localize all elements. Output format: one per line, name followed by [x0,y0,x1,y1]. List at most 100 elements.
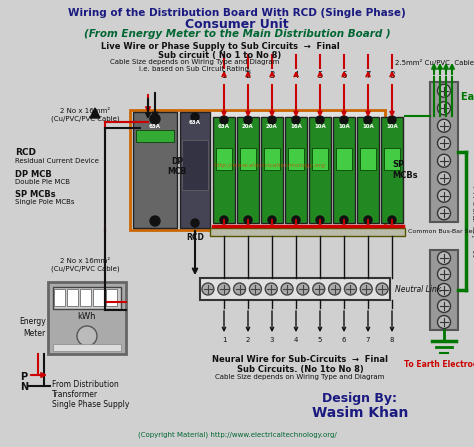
Bar [53,344,121,351]
Bar [312,148,328,170]
Text: 6: 6 [341,71,346,80]
Text: 4: 4 [294,337,298,343]
Bar [213,117,235,223]
Bar [133,112,177,228]
Text: Transformer: Transformer [52,390,98,399]
Text: RCD: RCD [15,148,36,157]
Text: Consumer Unit: Consumer Unit [185,18,289,31]
Circle shape [220,216,228,224]
Text: 2: 2 [246,337,250,343]
Circle shape [340,116,348,124]
Text: Design By:: Design By: [322,392,398,405]
Bar [261,117,283,223]
Circle shape [249,283,262,295]
Text: 63A: 63A [189,120,201,125]
Circle shape [438,267,450,281]
Bar [430,250,458,330]
Circle shape [360,283,372,295]
Bar [360,148,376,170]
Circle shape [438,102,450,115]
Circle shape [77,326,97,346]
Circle shape [202,283,214,295]
Text: DP MCB: DP MCB [15,170,52,179]
Text: Wasim Khan: Wasim Khan [312,406,408,420]
Text: To Earth Electrode: To Earth Electrode [404,360,474,369]
Text: P: P [20,372,27,382]
Text: (From Energy Meter to the Main Distribution Board ): (From Energy Meter to the Main Distribut… [84,29,390,39]
Text: 16A: 16A [290,125,302,130]
Polygon shape [90,108,100,118]
Circle shape [438,172,450,185]
Circle shape [438,137,450,150]
Bar [309,117,331,223]
Circle shape [316,216,324,224]
Text: SP
MCBs: SP MCBs [392,160,418,180]
Text: 7: 7 [365,71,371,80]
Bar [106,289,117,306]
Circle shape [438,316,450,329]
Text: 6: 6 [342,337,346,343]
Bar [130,110,385,230]
Text: SP MCBs: SP MCBs [15,190,55,199]
Text: 7: 7 [366,337,370,343]
Bar [333,117,355,223]
Circle shape [328,283,341,295]
Text: 20A: 20A [242,125,254,130]
Text: Energy: Energy [19,317,46,326]
Circle shape [268,216,276,224]
Text: Double Ple MCB: Double Ple MCB [15,179,70,185]
Circle shape [150,114,160,124]
Text: Cable Size depends on Wiring Type and Diagram: Cable Size depends on Wiring Type and Di… [215,374,385,380]
Text: 10A: 10A [362,125,374,130]
Circle shape [438,207,450,220]
Bar [381,117,403,223]
Bar [136,130,174,142]
Bar [336,148,352,170]
Text: From Distribution: From Distribution [52,380,119,389]
Text: Sub circuit ( No 1 to No 8): Sub circuit ( No 1 to No 8) [158,51,282,60]
Bar [200,278,390,300]
Circle shape [364,216,372,224]
Bar [237,117,259,223]
Circle shape [376,283,388,295]
Bar [285,117,307,223]
Circle shape [265,283,277,295]
Circle shape [244,216,252,224]
Text: Live Wire or Phase Supply to Sub Circuits  →  Final: Live Wire or Phase Supply to Sub Circuit… [100,42,339,51]
Text: Sub Circuits. (No 1to No 8): Sub Circuits. (No 1to No 8) [237,365,364,374]
Circle shape [316,116,324,124]
Circle shape [438,189,450,202]
Circle shape [345,283,356,295]
Text: Meter: Meter [24,329,46,338]
Text: 2: 2 [246,71,251,80]
Bar [67,289,78,306]
Text: 10A: 10A [338,125,350,130]
Text: Wiring of the Distribution Board With RCD (Single Phase): Wiring of the Distribution Board With RC… [68,8,406,18]
Text: i.e. based on Sub Circuit Rating.: i.e. based on Sub Circuit Rating. [139,66,251,72]
Text: Single Pole MCBs: Single Pole MCBs [15,199,74,205]
Circle shape [234,283,246,295]
Text: (Cu/PVC/PVC Cable): (Cu/PVC/PVC Cable) [51,266,119,273]
Bar [180,112,210,228]
Text: (Copyright Material) http://www.electricaltechnology.org/: (Copyright Material) http://www.electric… [137,432,337,439]
Circle shape [150,216,160,226]
Text: kWh: kWh [78,312,96,321]
Text: 10A: 10A [314,125,326,130]
Circle shape [268,116,276,124]
Text: N: N [20,382,28,392]
Circle shape [438,283,450,296]
Text: Neutral Link: Neutral Link [395,284,441,294]
Bar [384,148,400,170]
Text: Earth Link: Earth Link [461,92,474,102]
Circle shape [191,219,199,227]
Circle shape [297,283,309,295]
Bar [93,289,104,306]
Bar [54,289,65,306]
Text: 8: 8 [389,71,395,80]
Text: 2 No x 16mm²: 2 No x 16mm² [60,108,110,114]
Circle shape [438,154,450,167]
Circle shape [292,216,300,224]
Circle shape [220,116,228,124]
Bar [288,148,304,170]
Text: Cable Size depends on Wiring Type and Diagram: Cable Size depends on Wiring Type and Di… [110,59,280,65]
